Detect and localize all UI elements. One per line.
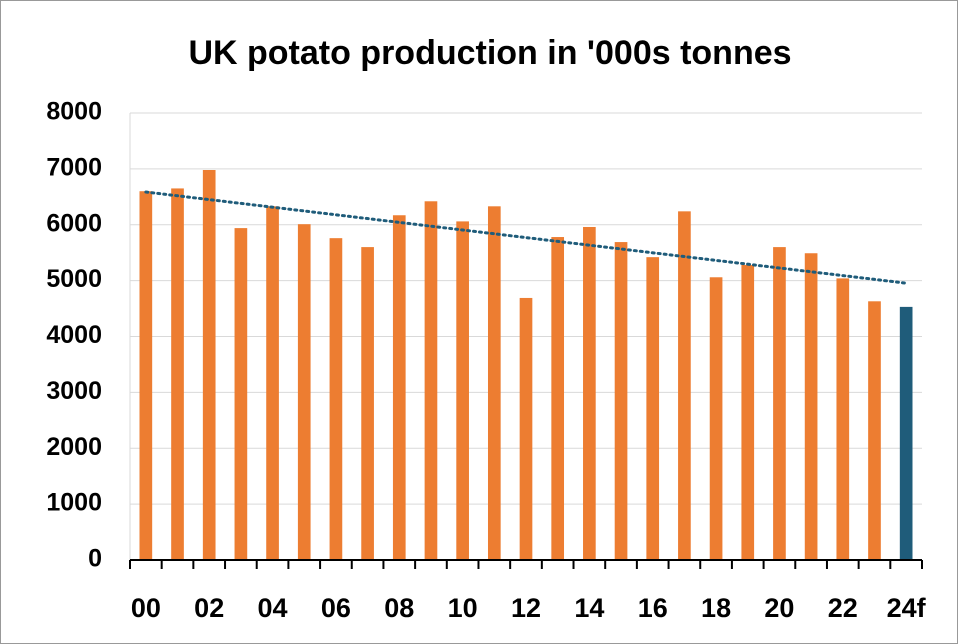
bar <box>868 301 881 560</box>
bar <box>171 188 184 560</box>
bar <box>487 206 501 560</box>
x-tick-label: 06 <box>321 593 351 623</box>
bar <box>773 247 786 560</box>
bar <box>678 211 691 560</box>
chart-title: UK potato production in '000s tonnes <box>188 34 791 72</box>
y-tick-label: 0 <box>88 545 102 573</box>
bar <box>456 221 469 560</box>
y-tick-label: 3000 <box>46 377 102 405</box>
y-tick-label: 6000 <box>46 209 102 237</box>
bar <box>424 201 438 560</box>
y-tick-label: 8000 <box>46 98 102 126</box>
x-tick-label: 04 <box>258 593 288 623</box>
bar <box>392 215 406 560</box>
bar <box>614 242 628 561</box>
bar <box>741 264 755 560</box>
x-tick-label: 18 <box>701 593 731 623</box>
bar <box>836 278 850 560</box>
y-tick-label: 4000 <box>46 321 102 349</box>
x-tick-label: 14 <box>574 593 604 623</box>
x-tick-label: 12 <box>511 593 541 623</box>
y-tick-label: 1000 <box>46 489 102 517</box>
bar <box>297 224 311 560</box>
bar <box>519 297 533 560</box>
bar <box>646 257 660 560</box>
bar <box>329 238 343 560</box>
bar <box>583 226 596 561</box>
bar <box>804 253 818 560</box>
x-tick-label: 10 <box>448 593 478 623</box>
bar <box>709 277 723 560</box>
x-tick-label: 24f <box>887 593 927 623</box>
x-tick-label: 16 <box>638 593 668 623</box>
trend-line <box>144 190 908 285</box>
x-tick-label: 20 <box>764 593 794 623</box>
bar <box>899 306 913 560</box>
bar <box>139 191 153 560</box>
bar <box>266 206 279 560</box>
x-tick-label: 22 <box>828 593 858 623</box>
bar <box>551 237 565 561</box>
x-tick-label: 08 <box>384 593 414 623</box>
bar <box>234 228 248 561</box>
y-tick-label: 5000 <box>46 265 102 293</box>
y-tick-label: 7000 <box>46 153 102 181</box>
bar <box>361 247 374 560</box>
bar <box>202 169 216 560</box>
y-tick-label: 2000 <box>46 433 102 461</box>
x-tick-label: 02 <box>194 593 224 623</box>
x-tick-label: 00 <box>131 593 161 623</box>
